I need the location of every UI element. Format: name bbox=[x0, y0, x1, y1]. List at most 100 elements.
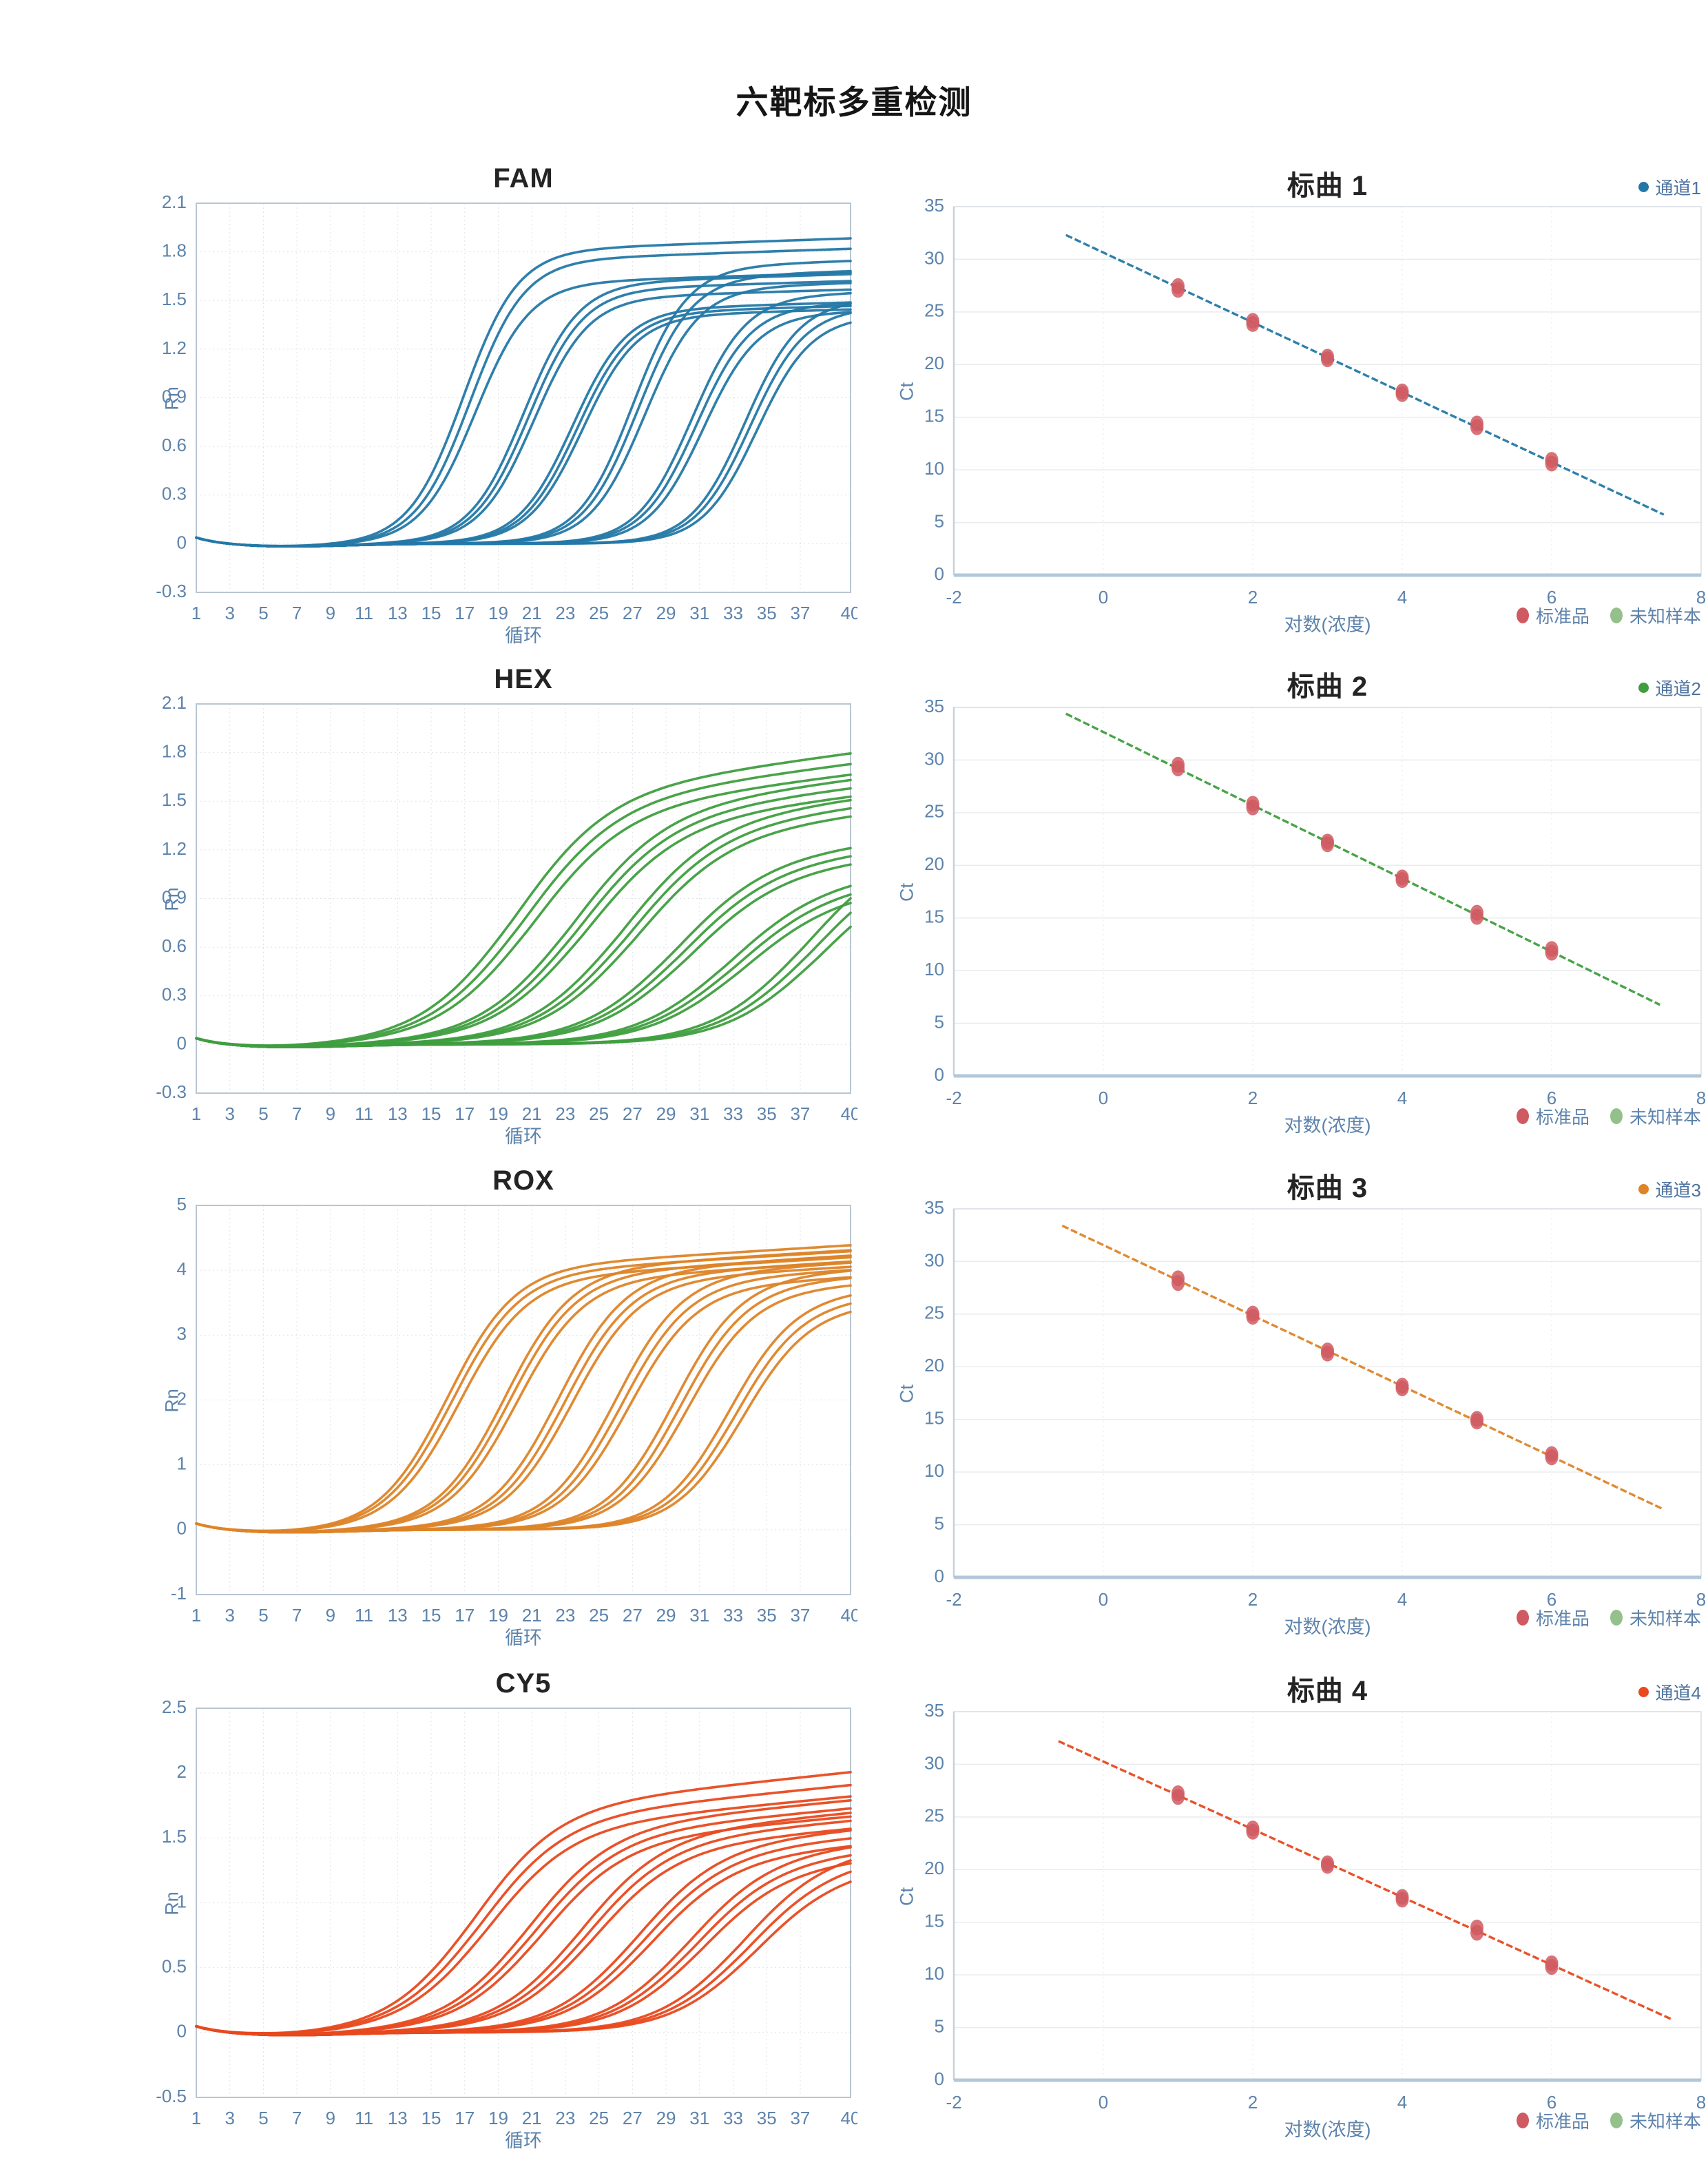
amplification-plot: 1 3 5 7 9 11 13 15 17 19 21 23 25 27 29 31 33 35 37 402.11.… bbox=[156, 692, 857, 1124]
standard-curve-4-chart: 标曲 4 通道4 Ct 0 5 10 15 20 25 30 35 -2 0 2 4 6 8 对数(浓度)… bbox=[888, 1667, 1708, 2158]
svg-text:25: 25 bbox=[589, 603, 609, 623]
chart-title: HEX bbox=[494, 664, 553, 694]
svg-text:27: 27 bbox=[623, 603, 643, 623]
svg-text:-0.3: -0.3 bbox=[156, 1081, 187, 1102]
channel-dot-icon bbox=[1638, 1184, 1649, 1194]
legend-item-unknown[interactable]: 未知样本 bbox=[1610, 1605, 1701, 1630]
chart-title: CY5 bbox=[495, 1668, 552, 1699]
svg-text:9: 9 bbox=[326, 2108, 335, 2128]
svg-text:25: 25 bbox=[924, 300, 944, 321]
svg-text:10: 10 bbox=[924, 458, 944, 479]
svg-text:8: 8 bbox=[1696, 1088, 1706, 1108]
svg-text:2: 2 bbox=[1248, 1088, 1258, 1108]
svg-text:3: 3 bbox=[225, 603, 234, 623]
svg-text:11: 11 bbox=[355, 1103, 373, 1124]
svg-text:37: 37 bbox=[790, 1103, 810, 1124]
svg-text:27: 27 bbox=[623, 1103, 643, 1124]
legend-item-standard[interactable]: 标准品 bbox=[1516, 2108, 1590, 2133]
legend-label: 未知样本 bbox=[1629, 606, 1701, 627]
svg-text:31: 31 bbox=[689, 1605, 709, 1626]
svg-text:0.3: 0.3 bbox=[162, 484, 187, 504]
channel-legend-item[interactable]: 通道1 bbox=[1638, 174, 1701, 200]
standard-dot-icon bbox=[1516, 608, 1529, 623]
svg-text:1.5: 1.5 bbox=[162, 289, 187, 309]
svg-text:0: 0 bbox=[935, 1566, 944, 1586]
amplification-plot: 1 3 5 7 9 11 13 15 17 19 21 23 25 27 29 31 33 35 37 402.11.… bbox=[156, 191, 857, 623]
svg-text:15: 15 bbox=[924, 406, 944, 426]
svg-text:31: 31 bbox=[689, 2108, 709, 2128]
legend-label: 标准品 bbox=[1535, 1608, 1590, 1629]
svg-text:35: 35 bbox=[924, 696, 944, 716]
svg-text:3: 3 bbox=[225, 2108, 234, 2128]
svg-text:2.5: 2.5 bbox=[162, 1697, 187, 1717]
svg-text:30: 30 bbox=[924, 748, 944, 769]
svg-text:3: 3 bbox=[225, 1103, 234, 1124]
channel-dot-icon bbox=[1638, 182, 1649, 192]
legend-item-unknown[interactable]: 未知样本 bbox=[1610, 1103, 1701, 1129]
svg-text:33: 33 bbox=[723, 2108, 743, 2128]
channel-dot-icon bbox=[1638, 683, 1649, 693]
legend-item-unknown[interactable]: 未知样本 bbox=[1610, 603, 1701, 628]
svg-text:4: 4 bbox=[1397, 1589, 1407, 1610]
svg-text:0.5: 0.5 bbox=[162, 1956, 187, 1977]
svg-text:17: 17 bbox=[455, 1103, 475, 1124]
svg-text:5: 5 bbox=[258, 1103, 268, 1124]
svg-text:11: 11 bbox=[355, 1605, 373, 1626]
channel-legend-item[interactable]: 通道4 bbox=[1638, 1679, 1701, 1705]
svg-text:0.9: 0.9 bbox=[162, 886, 187, 907]
sample-legend: 标准品 未知样本 bbox=[1516, 603, 1701, 628]
x-axis-label: 对数(浓度) bbox=[1284, 614, 1371, 635]
standard-curve-3-chart: 标曲 3 通道3 Ct 0 5 10 15 20 25 30 35 -2 0 2 4 6 8 对数(浓度)… bbox=[888, 1164, 1708, 1667]
legend-item-standard[interactable]: 标准品 bbox=[1516, 603, 1590, 628]
svg-text:17: 17 bbox=[455, 1605, 475, 1626]
svg-text:7: 7 bbox=[292, 1605, 302, 1626]
svg-text:19: 19 bbox=[488, 603, 508, 623]
svg-text:21: 21 bbox=[522, 1605, 542, 1626]
svg-text:25: 25 bbox=[924, 1805, 944, 1826]
svg-text:21: 21 bbox=[522, 603, 542, 623]
svg-text:17: 17 bbox=[455, 603, 475, 623]
svg-text:15: 15 bbox=[421, 2108, 441, 2128]
standard-curve-1-chart: 标曲 1 通道1 Ct 0 5 10 15 20 25 30 35 -2 0 2 4 6 8 对数(浓度)… bbox=[888, 162, 1708, 665]
channel-legend-item[interactable]: 通道3 bbox=[1638, 1176, 1701, 1202]
x-axis-label: 循环 bbox=[505, 1628, 542, 1648]
svg-text:-2: -2 bbox=[946, 2092, 961, 2113]
svg-text:21: 21 bbox=[522, 1103, 542, 1124]
svg-text:20: 20 bbox=[924, 853, 944, 874]
svg-text:25: 25 bbox=[924, 801, 944, 822]
svg-text:0.3: 0.3 bbox=[162, 984, 187, 1005]
chart-title: 标曲 4 bbox=[1287, 1676, 1368, 1706]
svg-text:5: 5 bbox=[935, 2015, 944, 2036]
svg-text:35: 35 bbox=[924, 195, 944, 216]
svg-text:1.5: 1.5 bbox=[162, 789, 187, 810]
svg-text:25: 25 bbox=[924, 1303, 944, 1323]
cy5-amplification-chart: CY5 Rn 1 3 5 7 9 11 13 15 17 19 21 23 25 27 29 31 33 35 37… bbox=[90, 1667, 857, 2158]
svg-text:8: 8 bbox=[1696, 2092, 1706, 2113]
svg-text:0: 0 bbox=[1098, 1088, 1108, 1108]
svg-text:20: 20 bbox=[924, 353, 944, 373]
svg-text:0: 0 bbox=[935, 563, 944, 584]
svg-text:11: 11 bbox=[355, 603, 373, 623]
svg-text:0: 0 bbox=[177, 1033, 187, 1053]
svg-text:40: 40 bbox=[841, 603, 857, 623]
svg-text:25: 25 bbox=[589, 1103, 609, 1124]
svg-text:2: 2 bbox=[1248, 587, 1258, 608]
svg-text:0: 0 bbox=[935, 1064, 944, 1085]
svg-text:35: 35 bbox=[757, 2108, 777, 2128]
svg-text:19: 19 bbox=[488, 1605, 508, 1626]
svg-text:29: 29 bbox=[656, 603, 676, 623]
svg-text:8: 8 bbox=[1696, 587, 1706, 608]
svg-text:5: 5 bbox=[258, 603, 268, 623]
chart-title: 标曲 3 bbox=[1287, 1173, 1368, 1203]
legend-item-unknown[interactable]: 未知样本 bbox=[1610, 2108, 1701, 2133]
channel-legend-item[interactable]: 通道2 bbox=[1638, 675, 1701, 701]
legend-item-standard[interactable]: 标准品 bbox=[1516, 1103, 1590, 1129]
standard-dot-icon bbox=[1516, 1610, 1529, 1626]
unknown-dot-icon bbox=[1610, 1610, 1623, 1626]
svg-text:-2: -2 bbox=[946, 587, 961, 608]
svg-text:33: 33 bbox=[723, 1605, 743, 1626]
svg-text:10: 10 bbox=[924, 959, 944, 979]
legend-item-standard[interactable]: 标准品 bbox=[1516, 1605, 1590, 1630]
